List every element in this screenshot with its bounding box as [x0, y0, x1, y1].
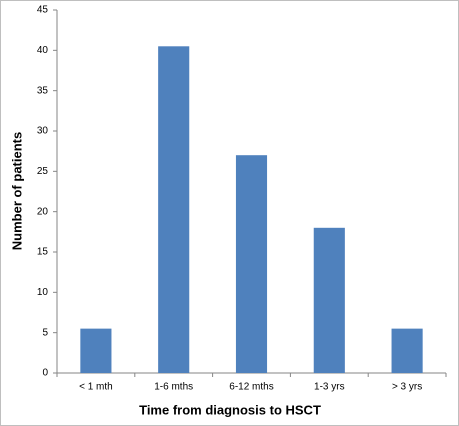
y-tick-label: 0 [42, 368, 48, 379]
x-tick-label: < 1 mth [79, 382, 113, 393]
y-axis-title: Number of patients [9, 132, 24, 250]
y-tick-label: 40 [37, 45, 49, 56]
y-tick-label: 20 [37, 206, 49, 217]
y-tick-label: 15 [37, 247, 49, 258]
y-tick-label: 5 [42, 327, 48, 338]
y-tick-label: 25 [37, 166, 49, 177]
bar [80, 328, 112, 373]
bar [235, 155, 268, 373]
x-tick-label: 1-6 mths [154, 382, 193, 393]
y-tick-label: 10 [37, 287, 49, 298]
y-tick-label: 35 [37, 85, 49, 96]
y-tick-label: 45 [37, 5, 49, 16]
y-tick-label: 30 [37, 126, 49, 137]
x-tick-label: 6-12 mths [229, 382, 273, 393]
x-tick-label: > 3 yrs [392, 382, 422, 393]
bar [391, 328, 423, 373]
x-tick-label: 1-3 yrs [314, 382, 345, 393]
x-axis-title: Time from diagnosis to HSCT [139, 402, 321, 417]
bar [158, 46, 190, 374]
bar [313, 227, 345, 373]
